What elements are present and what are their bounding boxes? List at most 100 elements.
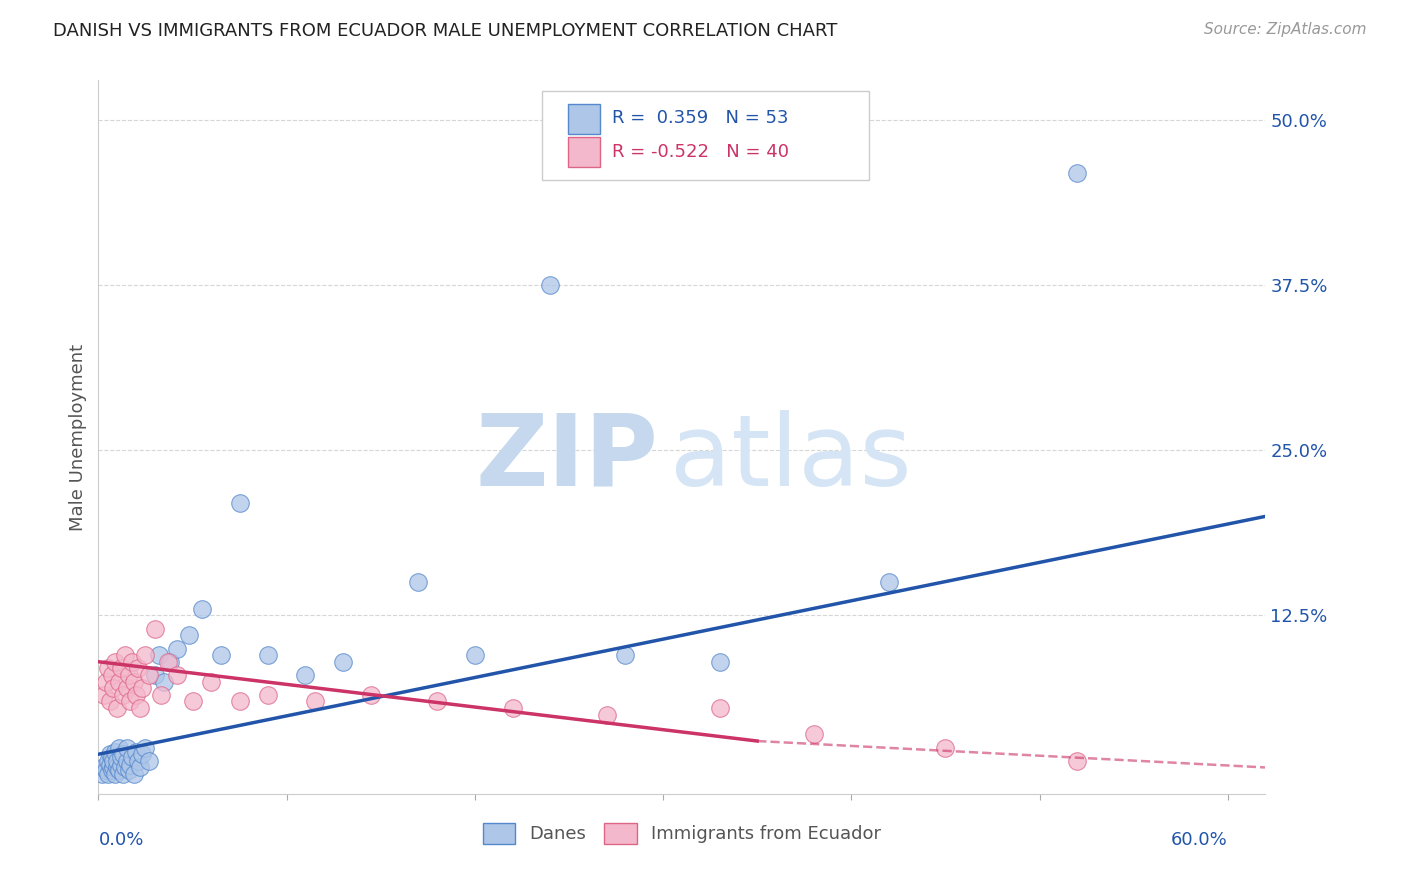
Point (1066, 166, 1088, 180)
Point (105, 754, 128, 768)
Point (120, 694, 142, 708)
Point (94, 763, 117, 777)
FancyBboxPatch shape (568, 137, 600, 168)
Point (138, 668, 160, 682)
Point (93, 760, 115, 774)
Point (166, 668, 188, 682)
Point (104, 745, 127, 759)
Point (122, 674, 145, 689)
Point (803, 727, 825, 741)
Point (100, 763, 122, 777)
Point (502, 701, 524, 715)
Point (614, 648, 637, 662)
Point (131, 747, 153, 762)
Point (128, 701, 150, 715)
Point (209, 648, 232, 662)
Text: R =  0.359   N = 53: R = 0.359 N = 53 (612, 109, 789, 127)
Point (114, 760, 136, 774)
Text: DANISH VS IMMIGRANTS FROM ECUADOR MALE UNEMPLOYMENT CORRELATION CHART: DANISH VS IMMIGRANTS FROM ECUADOR MALE U… (53, 22, 838, 40)
Point (143, 668, 166, 682)
Point (110, 757, 132, 772)
Point (157, 655, 180, 669)
Point (111, 747, 134, 762)
Point (148, 648, 170, 662)
Point (94, 674, 117, 689)
Point (177, 628, 200, 642)
Point (181, 694, 204, 708)
Point (294, 668, 316, 682)
Point (159, 655, 181, 669)
Point (153, 674, 176, 689)
Point (256, 688, 278, 702)
Point (149, 688, 172, 702)
Point (104, 767, 127, 781)
Point (138, 754, 160, 768)
Point (125, 745, 148, 759)
Point (228, 694, 250, 708)
FancyBboxPatch shape (568, 103, 600, 134)
Point (117, 763, 139, 777)
Point (91, 767, 114, 781)
Point (122, 767, 145, 781)
Point (127, 754, 149, 768)
Point (100, 750, 122, 764)
Point (143, 622, 166, 636)
Point (121, 655, 143, 669)
Point (98, 757, 121, 772)
Text: Source: ZipAtlas.com: Source: ZipAtlas.com (1204, 22, 1367, 37)
Point (108, 674, 131, 689)
Point (93, 688, 115, 702)
Point (464, 648, 486, 662)
Text: 60.0%: 60.0% (1171, 830, 1227, 849)
Point (256, 648, 278, 662)
Point (105, 701, 128, 715)
Point (538, 278, 561, 293)
Point (304, 694, 326, 708)
Y-axis label: Male Unemployment: Male Unemployment (69, 343, 87, 531)
Point (104, 655, 127, 669)
Point (595, 707, 617, 722)
Point (1066, 754, 1088, 768)
Point (115, 681, 138, 695)
Point (408, 575, 430, 590)
Point (103, 754, 125, 768)
Point (103, 760, 125, 774)
Point (121, 750, 143, 764)
Point (97, 754, 120, 768)
Point (709, 655, 731, 669)
Text: atlas: atlas (671, 410, 912, 507)
Point (191, 602, 214, 616)
Point (117, 668, 139, 682)
Point (111, 688, 134, 702)
Point (934, 740, 956, 755)
Point (332, 655, 354, 669)
Point (115, 754, 138, 768)
Point (360, 688, 382, 702)
Point (709, 701, 731, 715)
Point (125, 688, 148, 702)
Point (166, 641, 188, 656)
Point (105, 760, 128, 774)
Point (110, 750, 132, 764)
Point (110, 661, 132, 675)
Point (134, 648, 156, 662)
Point (114, 648, 136, 662)
Point (98, 694, 121, 708)
Point (200, 674, 222, 689)
Legend: Danes, Immigrants from Ecuador: Danes, Immigrants from Ecuador (474, 814, 890, 853)
Point (111, 767, 134, 781)
Point (108, 740, 131, 755)
Point (97, 661, 120, 675)
Point (108, 763, 131, 777)
Text: ZIP: ZIP (475, 410, 658, 507)
Point (127, 661, 149, 675)
Point (134, 740, 156, 755)
Point (103, 681, 125, 695)
Text: R = -0.522   N = 40: R = -0.522 N = 40 (612, 143, 789, 161)
Point (115, 740, 138, 755)
Point (128, 760, 150, 774)
Point (228, 496, 250, 510)
Point (131, 681, 153, 695)
Text: 0.0%: 0.0% (98, 830, 143, 849)
Point (100, 668, 122, 682)
